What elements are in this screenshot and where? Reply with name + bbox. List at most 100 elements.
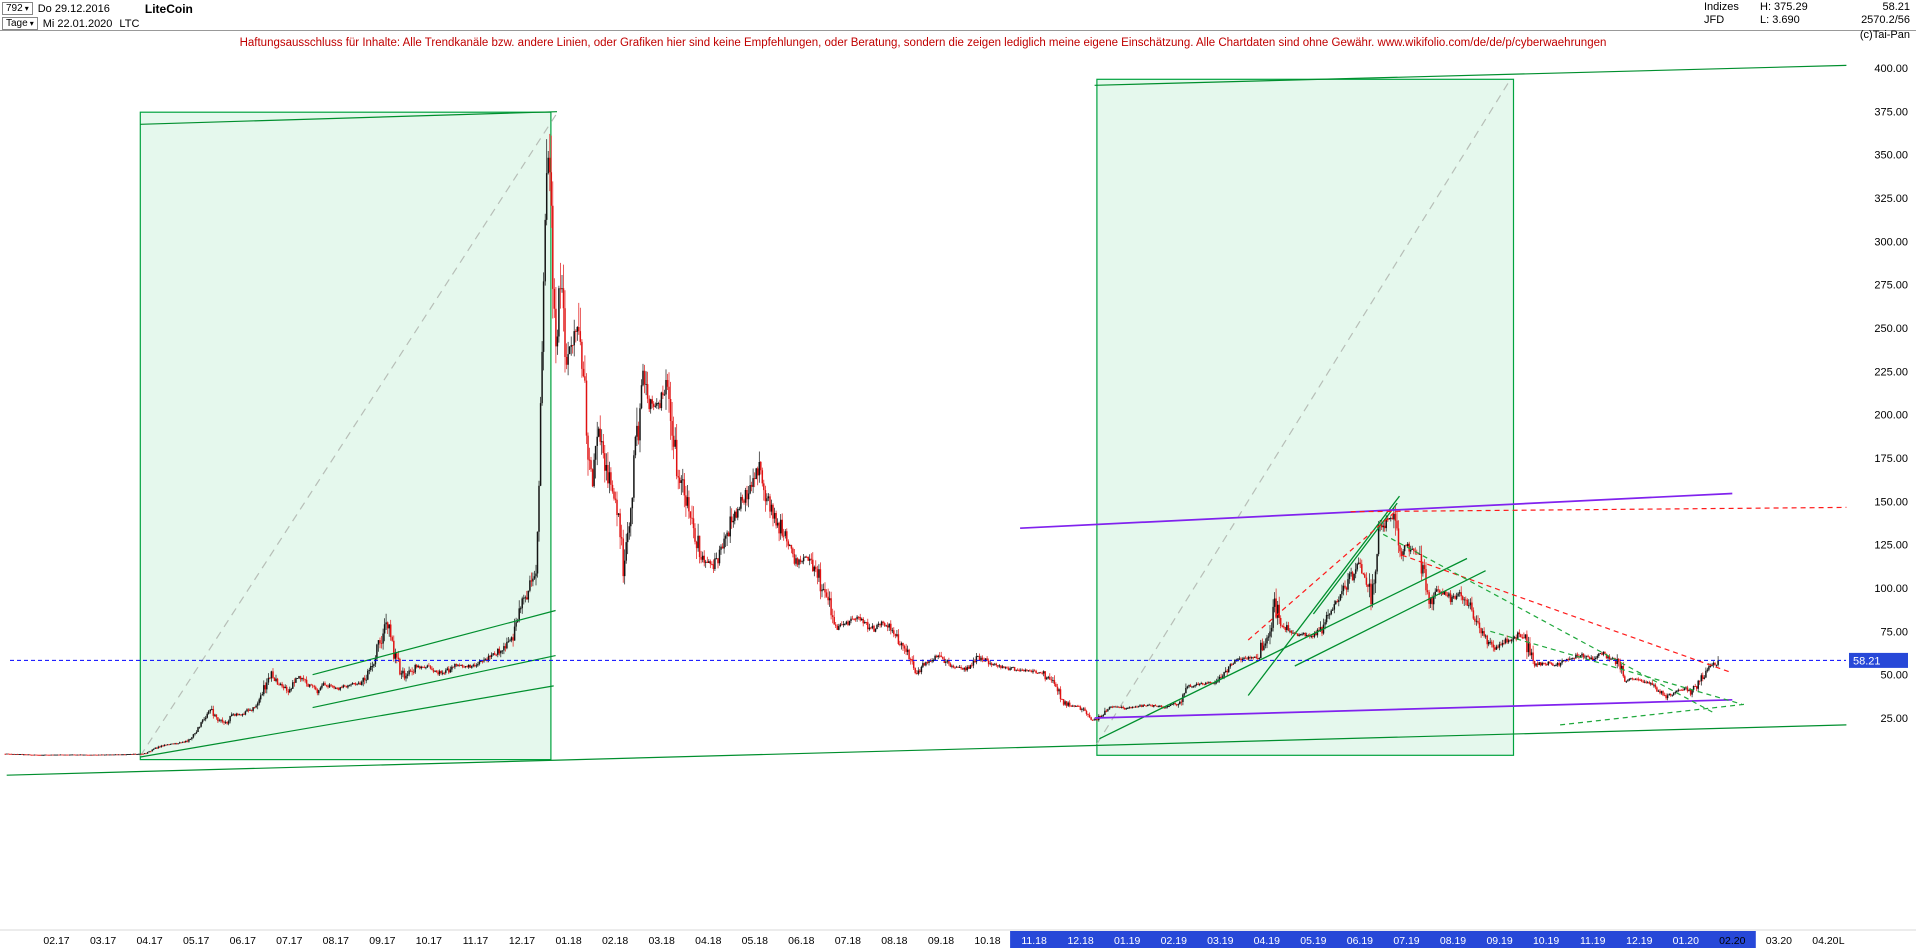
time-tick-label: 10.17 xyxy=(416,935,442,947)
channel-2017-lower[interactable] xyxy=(312,655,556,709)
trend-box-2019[interactable] xyxy=(1096,78,1515,756)
toolbar-row-2: Tage ▾ Mi 22.01.2020 LTC xyxy=(2,16,193,31)
support-line-long[interactable] xyxy=(6,724,1847,776)
time-tick-label: 07.17 xyxy=(276,935,302,947)
chevron-down-icon: ▾ xyxy=(29,18,34,28)
time-tick-label: 03.19 xyxy=(1207,935,1233,947)
candles-layer xyxy=(4,133,1719,756)
price-tick-label: 300.00 xyxy=(1874,236,1908,248)
last-price-value: 58.21 xyxy=(1882,1,1910,13)
provider-label: JFD xyxy=(1704,14,1725,26)
purple-support[interactable] xyxy=(1094,698,1733,719)
trend-box-2017[interactable] xyxy=(139,111,552,761)
visible-range-bar[interactable] xyxy=(1010,931,1756,948)
period-low-label: L: 3.690 xyxy=(1760,14,1800,26)
trend-boxes xyxy=(139,78,1515,761)
time-tick-label: 10.19 xyxy=(1533,935,1559,947)
time-tick-label: 02.18 xyxy=(602,935,628,947)
header-divider xyxy=(0,30,1916,31)
timeframe-value: Tage xyxy=(6,18,28,29)
time-tick-label: 07.19 xyxy=(1393,935,1419,947)
last-price-layer: 58.21 xyxy=(10,652,1908,668)
period-high-label: H: 375.29 xyxy=(1760,1,1808,13)
time-tick-label: 05.19 xyxy=(1300,935,1326,947)
time-tick-label: 11.18 xyxy=(1021,935,1047,947)
green-dash-decline-2[interactable] xyxy=(1490,630,1742,705)
red-rising-wedge[interactable] xyxy=(1247,509,1398,641)
disclaimer-text: Haftungsausschluss für Inhalte: Alle Tre… xyxy=(239,37,1607,49)
time-tick-label: 06.18 xyxy=(788,935,814,947)
axes-layer: 400.00 375.00 350.00 325.00 300.00 275.00 250.… xyxy=(0,63,1916,948)
price-tick-label: 125.00 xyxy=(1874,540,1908,552)
volume-info: 2570.2/56 xyxy=(1861,14,1910,26)
copyright-label: (c)Tai-Pan xyxy=(1859,29,1910,41)
resistance-line-long[interactable] xyxy=(1094,64,1847,86)
price-tick-label: 350.00 xyxy=(1874,150,1908,162)
time-tick-label: 02.17 xyxy=(43,935,69,947)
price-tick-label: 50.00 xyxy=(1880,670,1908,682)
trend-2019-steep[interactable] xyxy=(1247,495,1401,696)
price-tick-label: 25.00 xyxy=(1880,713,1908,725)
time-tick-label: 11.19 xyxy=(1580,935,1606,947)
time-tick-label: 08.18 xyxy=(881,935,907,947)
time-tick-label: 04.17 xyxy=(136,935,162,947)
quote-row-1: Indizes H: 375.29 58.21 xyxy=(1704,1,1910,14)
last-price-marker xyxy=(1849,652,1908,668)
price-tick-label: 375.00 xyxy=(1874,106,1908,118)
time-tick-label: 03.17 xyxy=(90,935,116,947)
price-tick-label: 275.00 xyxy=(1874,280,1908,292)
time-tick-label: 04.18 xyxy=(695,935,721,947)
time-tick-label: 09.17 xyxy=(369,935,395,947)
time-tick-label: 06.17 xyxy=(230,935,256,947)
time-tick-label: 05.17 xyxy=(183,935,209,947)
time-tick-label: 04.20 xyxy=(1812,935,1838,947)
price-tick-label: 250.00 xyxy=(1874,323,1908,335)
time-tick-label: 08.19 xyxy=(1440,935,1466,947)
quote-row-2: JFD L: 3.690 2570.2/56 xyxy=(1704,14,1910,27)
up-candle-bodies xyxy=(6,157,1719,756)
time-tick-label: 12.19 xyxy=(1626,935,1652,947)
price-tick-label: 325.00 xyxy=(1874,193,1908,205)
red-resistance-horizontal[interactable] xyxy=(1350,506,1847,513)
time-tick-label: 03.18 xyxy=(649,935,675,947)
time-tick-label: 04.19 xyxy=(1254,935,1280,947)
trend-2019-mid[interactable] xyxy=(1294,570,1486,667)
range-end-date[interactable]: Mi 22.01.2020 xyxy=(42,17,113,30)
price-tick-label: 150.00 xyxy=(1874,496,1908,508)
bars-count-select[interactable]: 792 ▾ xyxy=(2,2,33,15)
price-tick-label: 400.00 xyxy=(1874,63,1908,75)
measure-lines xyxy=(139,81,1510,757)
box1-top-line[interactable] xyxy=(140,111,558,125)
peak-channel-line[interactable] xyxy=(1312,502,1398,615)
time-tick-label: 09.18 xyxy=(928,935,954,947)
measure-diagonal-2019[interactable] xyxy=(1096,81,1510,745)
time-tick-label: 11.17 xyxy=(463,935,489,947)
purple-resistance[interactable] xyxy=(1020,492,1733,530)
index-group-label: Indizes xyxy=(1704,1,1739,13)
channel-2017-support[interactable] xyxy=(140,685,554,758)
green-dash-rising[interactable] xyxy=(1560,703,1747,726)
timeframe-select[interactable]: Tage ▾ xyxy=(2,17,38,30)
time-tick-label: 06.19 xyxy=(1347,935,1373,947)
time-tick-label: 05.18 xyxy=(742,935,768,947)
instrument-title: LiteCoin xyxy=(144,1,193,16)
price-tick-label: 225.00 xyxy=(1874,366,1908,378)
time-tick-label: 01.20 xyxy=(1673,935,1699,947)
trend-lines xyxy=(6,64,1847,776)
measure-diagonal-2017[interactable] xyxy=(139,112,558,757)
quote-panel: Indizes H: 375.29 58.21 JFD L: 3.690 257… xyxy=(1704,1,1910,41)
time-tick-label: 01.18 xyxy=(555,935,581,947)
time-tick-label: 08.17 xyxy=(323,935,349,947)
chevron-down-icon: ▾ xyxy=(24,3,29,13)
price-tick-label: 200.00 xyxy=(1874,410,1908,422)
time-tick-label: 12.17 xyxy=(509,935,535,947)
last-price-marker-label: 58.21 xyxy=(1853,655,1881,667)
price-tick-label: 175.00 xyxy=(1874,453,1908,465)
time-tick-label: 09.19 xyxy=(1486,935,1512,947)
channel-2017-upper[interactable] xyxy=(312,609,556,676)
time-tick-label: 01.19 xyxy=(1114,935,1140,947)
price-tick-label: 75.00 xyxy=(1880,626,1908,638)
time-tick-label: 02.19 xyxy=(1161,935,1187,947)
range-start-date[interactable]: Do 29.12.2016 xyxy=(37,2,110,15)
